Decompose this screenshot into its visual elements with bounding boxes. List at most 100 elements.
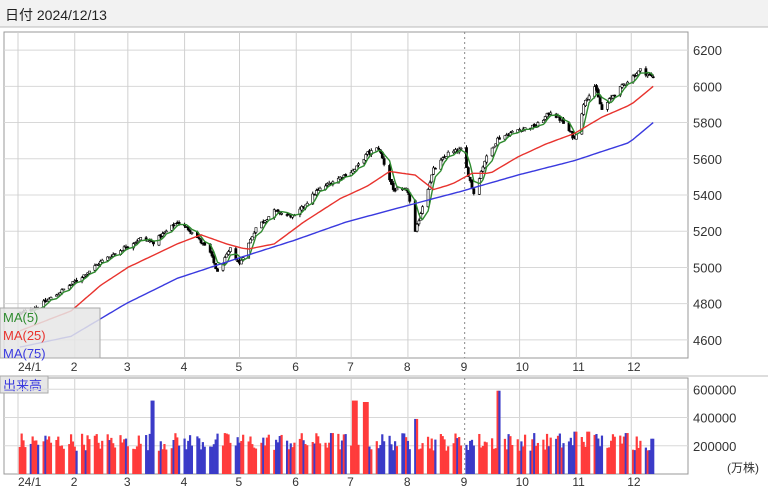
- ma-legend: MA(5) MA(25) MA(75): [0, 307, 101, 361]
- volume-bar: [344, 434, 347, 474]
- candle-body: [139, 237, 143, 241]
- candle-body: [545, 113, 549, 118]
- candle-body: [314, 190, 318, 195]
- candle-body: [543, 116, 547, 120]
- volume-bar: [112, 443, 115, 474]
- volume-bar: [633, 450, 637, 474]
- volume-bar: [408, 449, 411, 474]
- volume-bar: [536, 442, 539, 474]
- volume-bar: [370, 449, 373, 474]
- volume-bar: [531, 439, 534, 474]
- volume-bar: [340, 440, 344, 474]
- legend-item: MA(5): [3, 310, 38, 325]
- volume-bar: [445, 450, 448, 474]
- volume-bar: [234, 445, 237, 474]
- volume-bar: [55, 440, 58, 474]
- volume-bar: [42, 441, 45, 474]
- volume-bar: [177, 445, 181, 474]
- volume-bar: [132, 448, 135, 474]
- header-bar: [0, 0, 768, 27]
- candle-body: [164, 230, 168, 233]
- volume-bar: [480, 447, 483, 474]
- candle-body: [135, 241, 139, 243]
- candle-body: [498, 137, 501, 140]
- candle-body: [170, 224, 174, 231]
- volume-bar: [646, 450, 649, 474]
- volume-bar: [492, 448, 496, 474]
- volume-bar: [593, 434, 596, 474]
- candle-body: [496, 137, 500, 146]
- volume-bar: [326, 447, 329, 474]
- volume-bar: [342, 434, 345, 474]
- candle-body: [203, 242, 207, 246]
- volume-bar: [106, 434, 109, 474]
- volume-bar: [196, 436, 199, 474]
- volume-bar: [403, 433, 406, 474]
- candle-body: [470, 179, 474, 189]
- candle-body: [86, 272, 89, 275]
- volume-x-tick-label: 6: [292, 475, 299, 489]
- volume-bar: [498, 390, 501, 474]
- volume-bar: [254, 448, 258, 474]
- candle-body: [247, 242, 251, 259]
- volume-bar: [221, 445, 225, 474]
- candle-body: [190, 232, 194, 234]
- volume-bar: [289, 443, 292, 474]
- volume-bar: [529, 450, 532, 474]
- volume-bar: [324, 442, 327, 474]
- volume-bar: [483, 441, 486, 474]
- volume-bar: [584, 446, 587, 474]
- volume-bar: [159, 441, 162, 474]
- volume-bar: [152, 400, 155, 474]
- candle-body: [421, 206, 424, 214]
- volume-bar: [362, 402, 366, 474]
- candle-body: [580, 113, 584, 135]
- volume-bar: [306, 445, 309, 474]
- volume-bar: [210, 446, 214, 474]
- candle-body: [395, 187, 399, 191]
- volume-bar: [421, 443, 424, 474]
- volume-bar: [357, 444, 360, 474]
- volume-bar: [447, 446, 450, 474]
- candle-body: [485, 155, 489, 163]
- volume-bar: [571, 445, 574, 474]
- price-x-tick-label: 10: [516, 360, 530, 374]
- price-x-tick-label: 11: [572, 360, 585, 374]
- candle-body: [276, 209, 280, 212]
- volume-bar: [534, 445, 538, 474]
- candle-body: [249, 239, 252, 244]
- price-x-tick-label: 24/1: [18, 360, 42, 374]
- volume-bar: [108, 440, 111, 474]
- candle-body: [606, 102, 609, 110]
- candle-body: [598, 97, 602, 105]
- volume-bar: [522, 446, 525, 474]
- price-panel: 6200 6000 5800 5600 5400 5200 5000 4800 4600 24/1…: [0, 31, 768, 377]
- volume-bar: [293, 442, 296, 474]
- volume-bar: [311, 441, 314, 474]
- candle-body: [481, 166, 485, 172]
- volume-bar: [227, 434, 230, 474]
- volume-bar: [331, 433, 334, 474]
- candle-body: [318, 187, 322, 191]
- volume-bar: [44, 435, 47, 474]
- volume-bar: [417, 449, 421, 474]
- volume-bar: [582, 441, 585, 474]
- volume-bar: [33, 440, 36, 474]
- price-x-tick-label: 6: [292, 360, 299, 374]
- volume-bar: [622, 436, 626, 474]
- price-y-tick-label: 5800: [693, 116, 722, 131]
- candle-body: [87, 270, 91, 274]
- price-y-tick-label: 5200: [693, 224, 722, 239]
- price-y-tick-label: 5400: [693, 188, 722, 203]
- volume-bar: [432, 450, 435, 474]
- candle-body: [417, 220, 421, 225]
- volume-bar: [624, 433, 627, 474]
- volume-bar: [481, 445, 485, 474]
- candle-body: [415, 224, 419, 232]
- candle-body: [613, 94, 617, 97]
- volume-bar: [49, 442, 53, 474]
- candle-body: [541, 120, 545, 124]
- candle-body: [633, 75, 637, 77]
- price-x-tick-label: 7: [347, 360, 354, 374]
- candle-body: [441, 157, 445, 160]
